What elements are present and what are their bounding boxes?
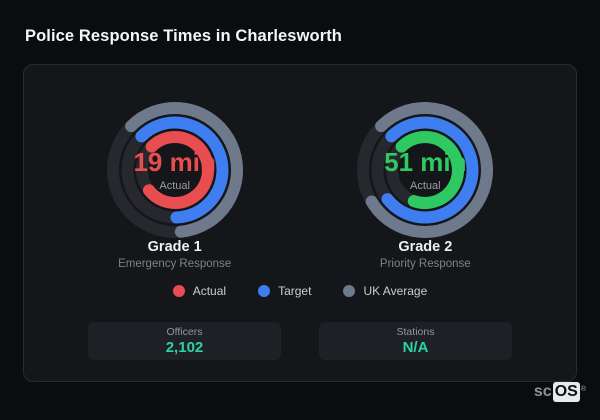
legend-dot-icon xyxy=(172,285,185,297)
scos-logo-suffix: OS xyxy=(552,382,580,402)
stats-row: Officers 2,102 Stations N/A xyxy=(24,322,576,360)
gauge-grade-1: 19 min Actual Grade 1 Emergency Response xyxy=(75,95,275,270)
gauge-title: Grade 2 xyxy=(398,239,453,255)
gauge-chart-grade-2: 51 min Actual xyxy=(350,95,500,245)
ring-arc-target xyxy=(381,116,479,224)
legend-dot-icon xyxy=(343,285,356,297)
legend-item-target[interactable]: Target xyxy=(258,284,311,298)
legend-item-uk-average[interactable]: UK Average xyxy=(343,284,427,298)
stat-value: 2,102 xyxy=(165,339,204,356)
stat-box-stations: Stations N/A xyxy=(319,322,512,360)
page-title: Police Response Times in Charlesworth xyxy=(25,27,342,45)
ring-arc-uk-average xyxy=(124,102,243,238)
stat-label: Stations xyxy=(396,326,435,338)
response-times-card: 19 min Actual Grade 1 Emergency Response 51 … xyxy=(23,64,577,382)
radial-bar-svg-grade-1 xyxy=(106,102,243,238)
scos-logo-prefix: sc xyxy=(533,383,552,400)
stat-label: Officers xyxy=(166,326,203,338)
ring-arc-uk-average xyxy=(365,102,494,238)
radial-bar-svg-grade-2 xyxy=(357,102,494,238)
gauge-subtitle: Emergency Response xyxy=(118,258,232,270)
registered-trademark-icon: ® xyxy=(580,386,586,393)
gauges-row: 19 min Actual Grade 1 Emergency Response 51 … xyxy=(24,95,576,270)
gauge-title: Grade 1 xyxy=(147,239,202,255)
legend-label: Actual xyxy=(192,284,227,298)
gauge-chart-grade-1: 19 min Actual xyxy=(100,95,250,245)
legend-item-actual[interactable]: Actual xyxy=(172,284,227,298)
gauge-grade-2: 51 min Actual Grade 2 Priority Response xyxy=(325,95,525,270)
legend-dot-icon xyxy=(258,285,271,297)
legend-label: Target xyxy=(278,284,312,298)
ring-arc-actual xyxy=(142,131,214,209)
legend-label: UK Average xyxy=(363,284,428,298)
legend: Actual Target UK Average xyxy=(24,284,576,298)
stat-value: N/A xyxy=(402,339,429,356)
scos-logo: sc OS ® xyxy=(534,382,586,402)
ring-arc-actual xyxy=(395,131,465,209)
ring-arc-target xyxy=(135,116,229,224)
stat-box-officers: Officers 2,102 xyxy=(88,322,281,360)
gauge-subtitle: Priority Response xyxy=(379,258,471,270)
